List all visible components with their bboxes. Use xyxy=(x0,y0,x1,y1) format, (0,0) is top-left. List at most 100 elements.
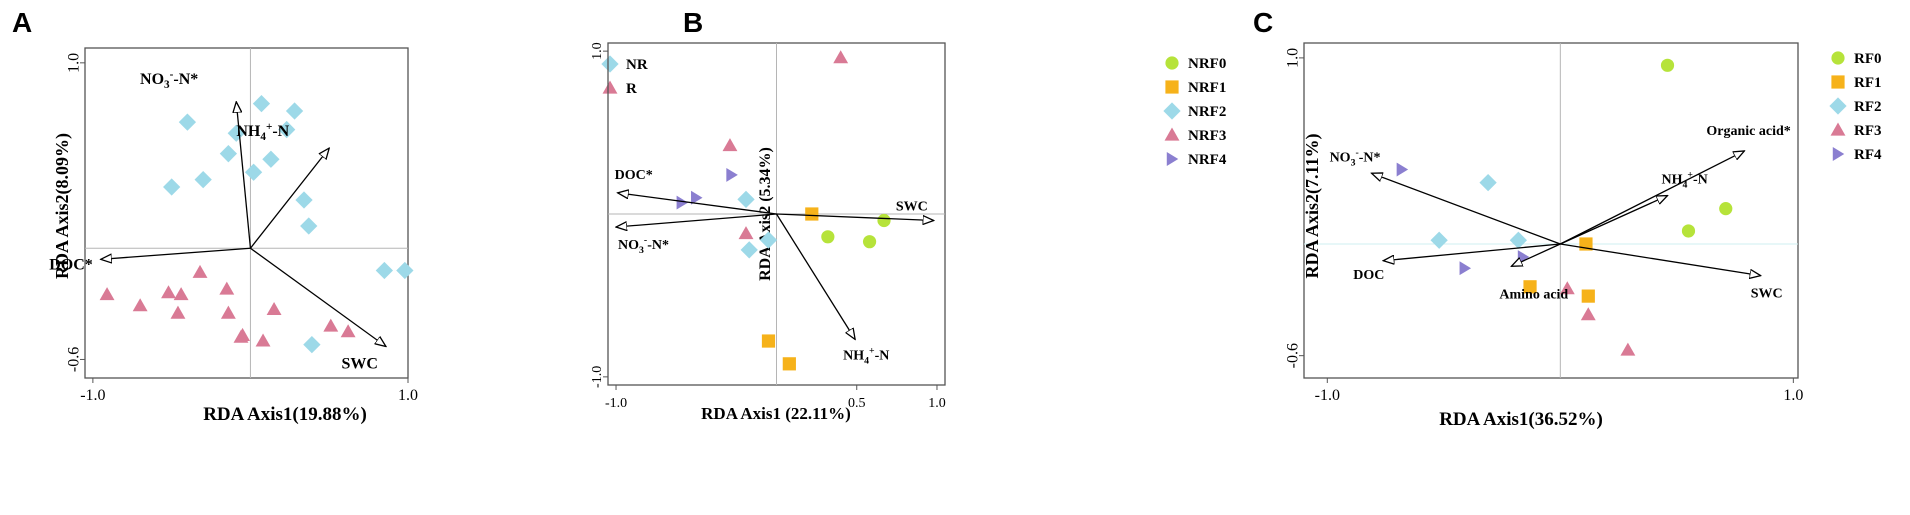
point-nrf4 xyxy=(676,195,689,210)
point-rf4 xyxy=(1459,261,1472,276)
panel-letter: C xyxy=(1253,7,1273,38)
point-r xyxy=(340,324,356,338)
point-r xyxy=(170,305,186,319)
point-nrf2 xyxy=(737,190,755,208)
vector-doc xyxy=(618,193,777,215)
y-tick-label: -0.6 xyxy=(1285,343,1302,368)
y-axis-title: RDA Axis2(7.11%) xyxy=(1302,133,1323,278)
point-nrf1 xyxy=(761,334,776,348)
point-nrf4 xyxy=(691,190,703,205)
vector-label-organic-acid: Organic acid* xyxy=(1706,124,1790,139)
point-rf2 xyxy=(1479,173,1497,192)
point-r xyxy=(220,305,236,319)
point-rf2 xyxy=(1430,231,1448,249)
plot-frame xyxy=(84,47,409,379)
vector-nh4-n xyxy=(775,213,856,339)
point-nr xyxy=(262,150,280,168)
point-nr xyxy=(295,191,313,209)
y-tick-label: 1.0 xyxy=(590,42,605,60)
plot-frame xyxy=(1303,42,1799,379)
point-nrf3 xyxy=(833,50,849,64)
point-r xyxy=(161,285,176,299)
point-nr xyxy=(285,102,304,120)
legend-marker-rf3 xyxy=(1830,122,1846,136)
legend-marker-nrf4 xyxy=(1166,152,1179,166)
y-tick-label: 1.0 xyxy=(66,53,83,73)
legend-marker-rf2 xyxy=(1829,97,1847,115)
panel-c: C -1.0 1.0 1.0 -0.6 RDA Axis1(36.52%) RDA Axis… xyxy=(1253,7,1882,430)
vector-label-nh4-n: NH4+-N xyxy=(843,345,889,366)
vector-label-swc: SWC xyxy=(1751,287,1783,302)
x-tick-label: -1.0 xyxy=(80,387,105,404)
point-r xyxy=(132,298,148,312)
point-nr xyxy=(219,145,238,163)
legend-label-rf3: RF3 xyxy=(1854,123,1882,139)
vector-label-no3-n: NO3--N* xyxy=(618,235,669,256)
point-nrf0 xyxy=(862,235,877,249)
vector-no3-n xyxy=(236,102,252,249)
point-r xyxy=(219,281,235,295)
point-r xyxy=(192,264,208,278)
point-nrf3 xyxy=(722,138,738,152)
point-nr xyxy=(303,335,321,354)
point-rf0 xyxy=(1681,224,1696,238)
point-r xyxy=(266,301,282,315)
vector-label-doc: DOC* xyxy=(49,256,93,273)
vector-label-swc: SWC xyxy=(896,200,928,215)
point-rf3 xyxy=(1620,342,1636,356)
vector-swc xyxy=(1560,243,1760,276)
point-nr xyxy=(178,113,197,131)
point-nrf4 xyxy=(726,167,738,182)
point-nrf1 xyxy=(782,357,796,371)
vector-label-swc: SWC xyxy=(341,355,377,372)
y-axis-title: RDA Axis2 (5.34%) xyxy=(757,147,774,281)
vector-amino-acid xyxy=(1511,243,1561,266)
vector-label-nh4-n: NH4+-N xyxy=(236,121,289,143)
vector-swc xyxy=(776,213,934,221)
legend-marker-r xyxy=(602,80,618,94)
point-nr xyxy=(244,163,263,181)
x-tick-label: -1.0 xyxy=(605,396,627,411)
point-nrf0 xyxy=(877,213,891,228)
legend-marker-nrf2 xyxy=(1163,102,1181,120)
panel-letter: B xyxy=(683,7,703,38)
point-nr xyxy=(278,120,296,139)
vector-label-doc: DOC xyxy=(1353,268,1384,283)
x-tick-label: 1.0 xyxy=(398,387,418,404)
point-nrf0 xyxy=(821,230,835,244)
vector-doc xyxy=(101,247,251,259)
legend-label-nr: NR xyxy=(626,57,648,73)
point-nrf3 xyxy=(738,226,754,240)
point-nr xyxy=(163,178,181,196)
point-nr xyxy=(375,261,394,280)
legend-label-nrf3: NRF3 xyxy=(1188,128,1226,144)
y-tick-label: 1.0 xyxy=(1285,48,1302,68)
vector-organic-acid xyxy=(1560,151,1744,245)
point-nrf1 xyxy=(805,207,819,221)
legend-label-rf4: RF4 xyxy=(1854,147,1882,163)
legend-marker-rf1 xyxy=(1831,75,1845,89)
point-r xyxy=(323,318,339,332)
point-nrf2 xyxy=(759,231,778,249)
legend-label-nrf0: NRF0 xyxy=(1188,56,1226,72)
point-nr xyxy=(252,94,271,113)
vector-label-doc: DOC* xyxy=(615,168,653,183)
panel-b: B -1.0 0.5 1.0 1.0 -1.0 RDA Axis1 (22.11%) RDA … xyxy=(590,7,1227,423)
point-r xyxy=(173,287,189,301)
legend-marker-rf4 xyxy=(1832,147,1845,161)
vector-swc xyxy=(250,247,386,346)
x-tick-label: 0.5 xyxy=(848,396,866,411)
x-tick-label: 1.0 xyxy=(928,396,946,411)
vector-no3-n xyxy=(616,213,777,227)
point-rf3 xyxy=(1580,307,1596,321)
legend-label-nrf1: NRF1 xyxy=(1188,80,1226,96)
point-rf2 xyxy=(1509,231,1528,249)
legend-marker-nr xyxy=(601,55,619,73)
point-rf0 xyxy=(1719,202,1733,216)
point-nr xyxy=(396,261,414,280)
vector-no3-n xyxy=(1372,173,1561,245)
vector-label-no3-n: NO3--N* xyxy=(140,69,198,91)
vector-label-no3-n: NO3--N* xyxy=(1330,147,1381,168)
vector-nh4-n xyxy=(1560,196,1667,245)
